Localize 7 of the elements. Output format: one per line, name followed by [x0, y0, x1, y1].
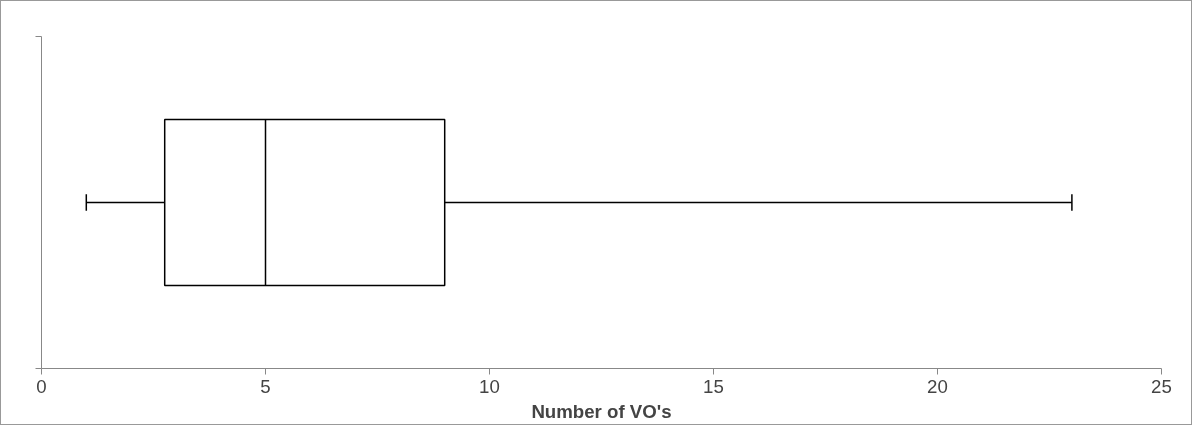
x-tick-label: 0 [36, 375, 47, 397]
x-axis-title: Number of VO's [531, 400, 672, 422]
x-tick-label: 25 [1151, 375, 1172, 397]
x-tick-label: 20 [927, 375, 948, 397]
x-tick-label: 10 [479, 375, 500, 397]
x-tick-label: 15 [703, 375, 724, 397]
x-tick-label: 5 [260, 375, 271, 397]
